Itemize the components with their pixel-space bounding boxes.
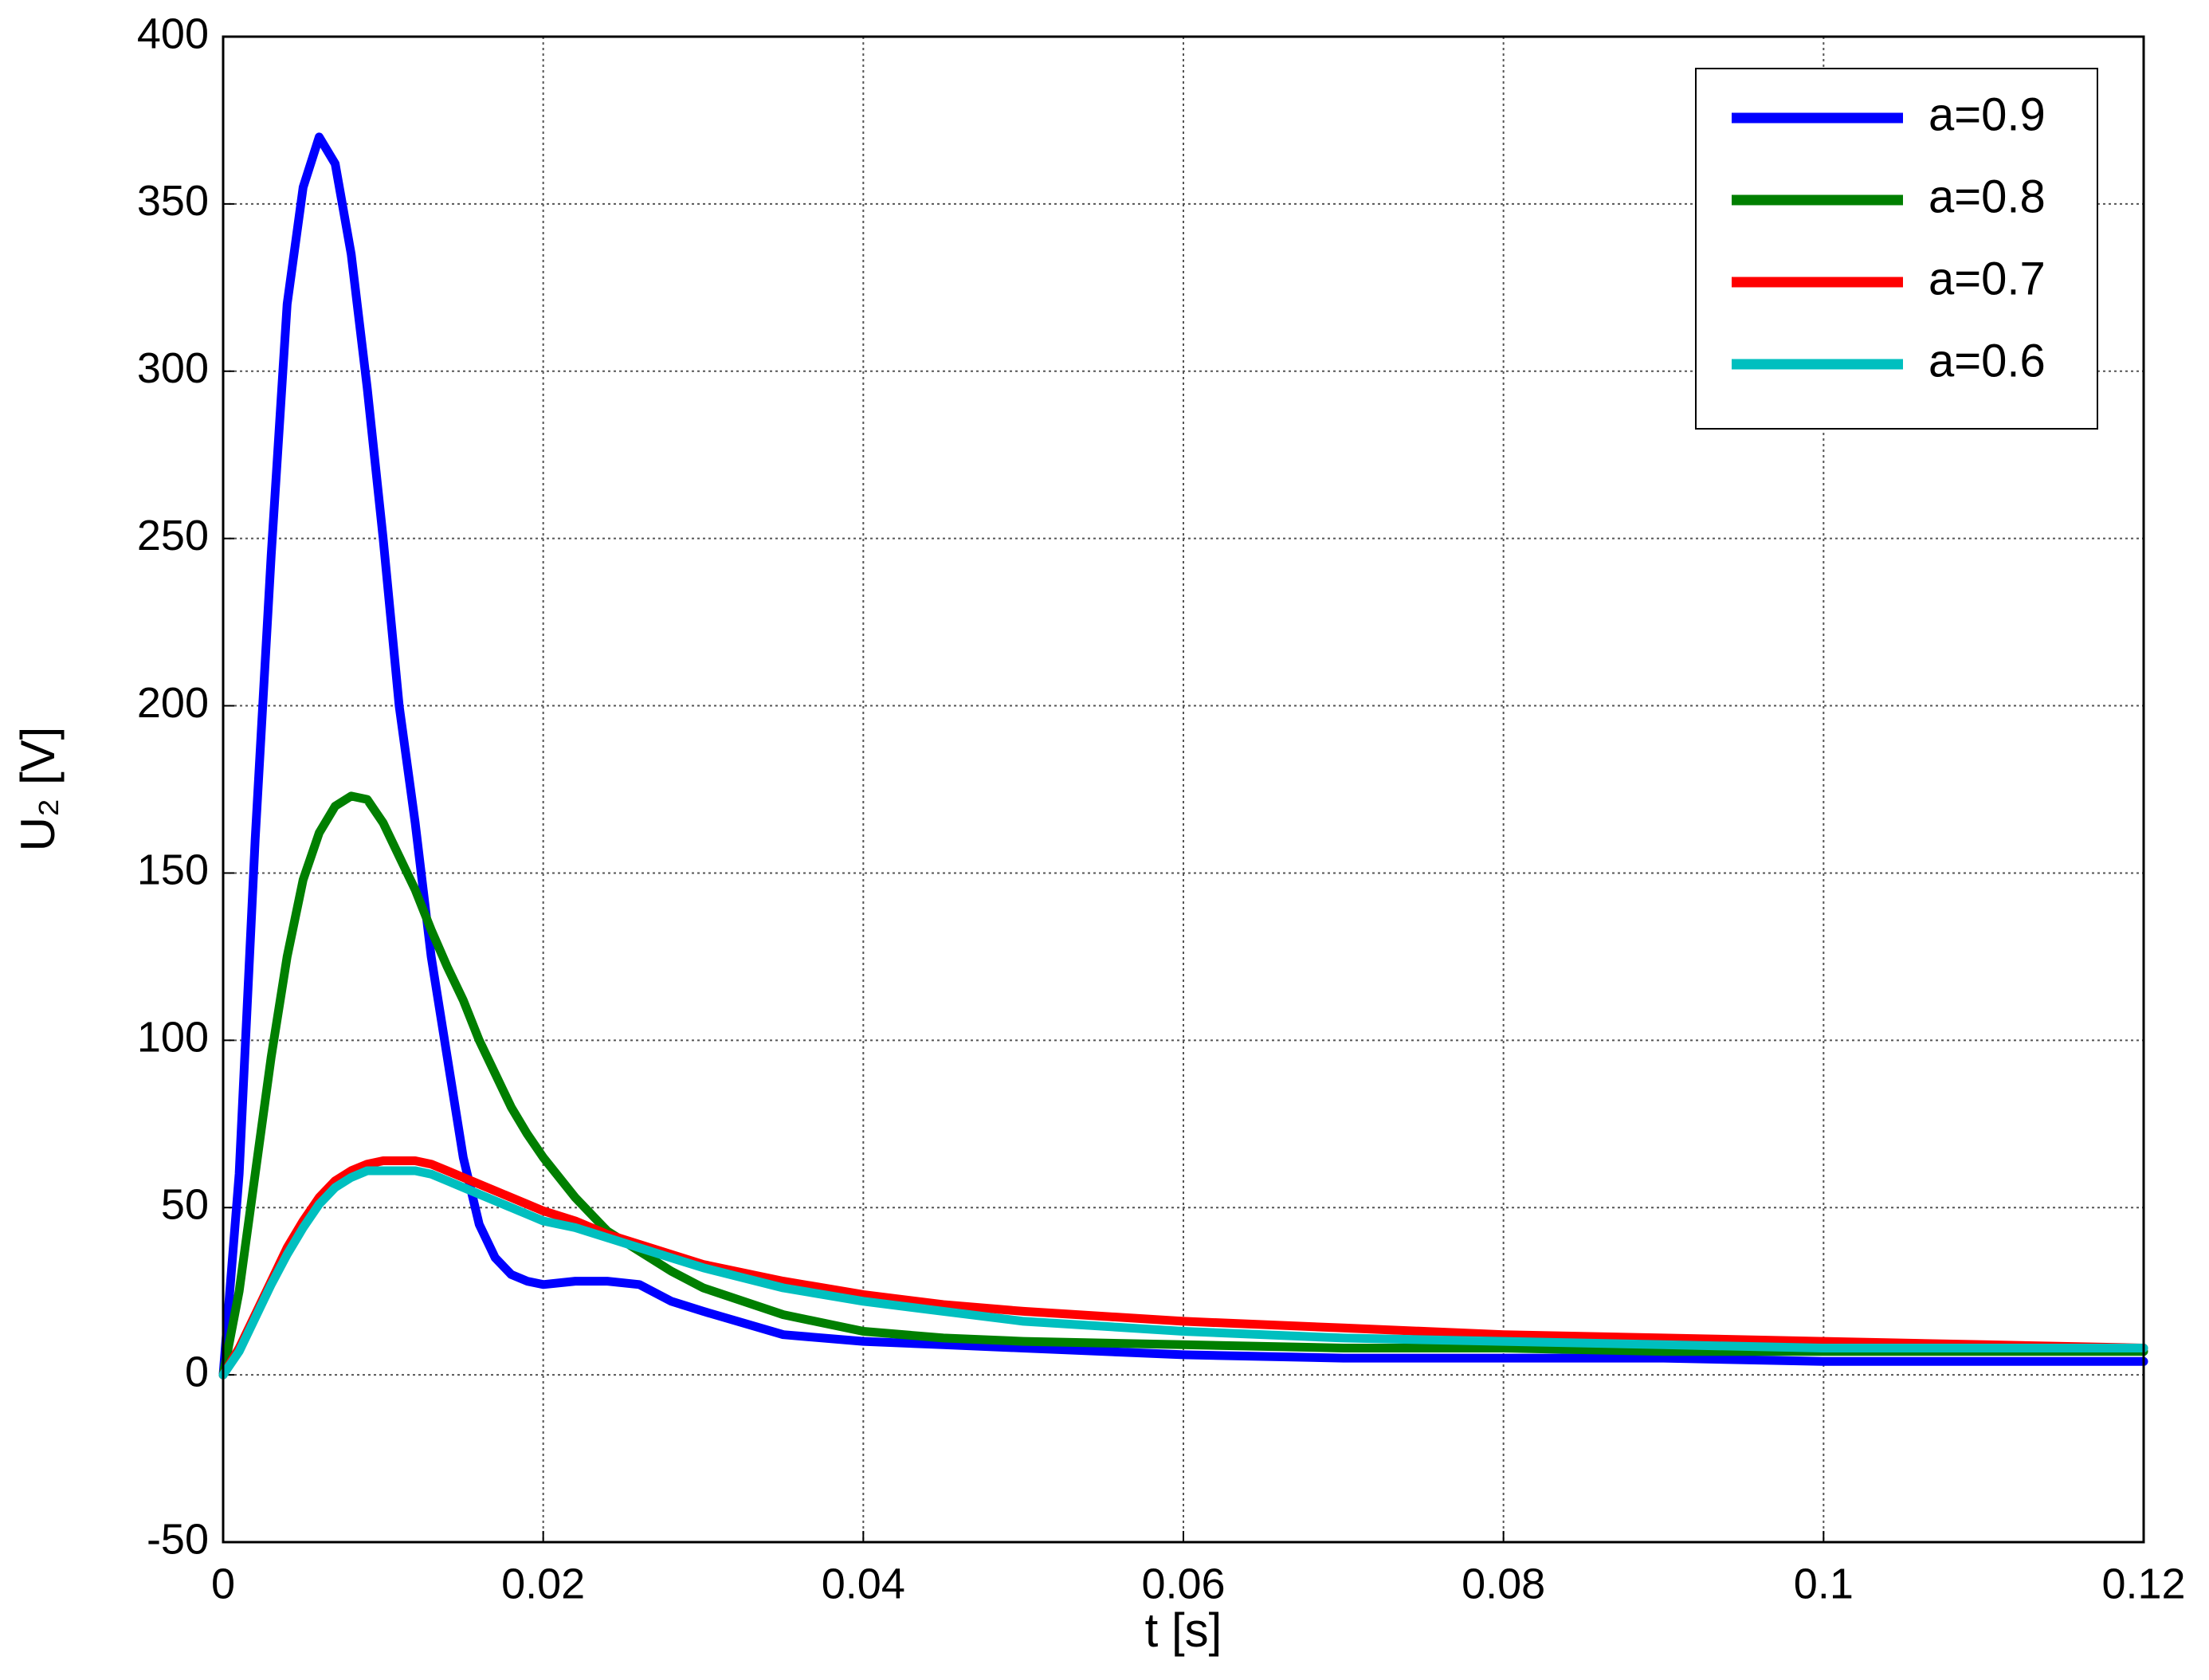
legend-label: a=0.8	[1928, 171, 2046, 222]
series-line	[218, 132, 2148, 1380]
legend: a=0.9 a=0.8 a=0.7 a=0.6	[1695, 68, 2098, 430]
legend-label: a=0.6	[1928, 335, 2046, 387]
series-line	[218, 1156, 2148, 1380]
axes-frame	[222, 35, 2145, 1544]
y-tick-label: -50	[147, 1515, 209, 1563]
y-tick-label: 200	[137, 679, 209, 727]
x-tick-label: 0.02	[501, 1560, 585, 1607]
x-tick-label: 0.04	[822, 1560, 905, 1607]
y-tick-label: 150	[137, 846, 209, 894]
y-tick-label: 100	[137, 1014, 209, 1062]
legend-label: a=0.9	[1928, 88, 2046, 140]
y-tick-label: 250	[137, 512, 209, 559]
legend-label: a=0.7	[1928, 253, 2046, 304]
y-tick-label: 400	[137, 10, 209, 57]
plot-area	[218, 132, 2148, 1380]
y-axis-label: U₂ [V]	[11, 727, 65, 852]
y-tick-label: 50	[161, 1180, 209, 1228]
y-tick-label: 350	[137, 177, 209, 225]
x-tick-label: 0.06	[1141, 1560, 1225, 1607]
x-tick-label: 0.1	[1794, 1560, 1854, 1607]
x-tick-label: 0.08	[1462, 1560, 1545, 1607]
x-axis-label: t [s]	[1145, 1603, 1222, 1657]
y-tick-label: 300	[137, 344, 209, 392]
series-line	[218, 1166, 2148, 1380]
y-tick-label: 0	[185, 1348, 209, 1395]
x-tick-label: 0	[211, 1560, 235, 1607]
series-line	[218, 791, 2148, 1380]
x-tick-label: 0.12	[2101, 1560, 2185, 1607]
